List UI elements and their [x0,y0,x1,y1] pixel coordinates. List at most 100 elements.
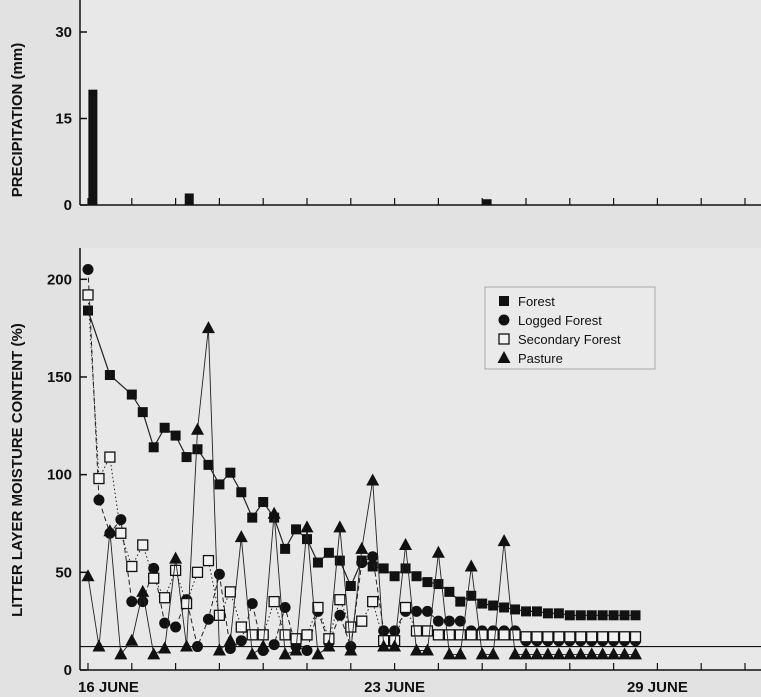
data-point [126,560,138,573]
data-point [356,557,368,569]
data-point [181,452,192,463]
data-point [83,305,93,316]
data-point [268,595,280,608]
precipitation-bar [482,199,492,205]
data-point [213,568,225,580]
data-point [421,625,434,637]
data-point [345,581,356,591]
legend-label: Secondary Forest [518,332,621,347]
data-point [180,639,194,652]
data-point [191,566,204,578]
data-point [202,613,214,625]
data-point [421,605,433,617]
data-point [608,610,619,621]
data-point [203,459,214,470]
data-point [630,610,641,621]
data-point [433,579,444,590]
data-point [432,629,445,641]
data-point [531,606,542,617]
data-point [224,586,237,598]
data-point [223,633,237,646]
data-point [147,647,161,660]
data-point [344,643,358,656]
moisture-x-tick-label: 29 JUNE [627,679,688,696]
data-point [278,647,292,660]
data-point [585,647,599,660]
data-point [486,647,500,660]
data-point [245,647,259,660]
data-point [212,643,226,656]
data-point [508,647,522,660]
data-point [378,563,389,574]
data-point [311,647,325,660]
data-point [355,541,369,554]
data-point [509,629,521,641]
data-point [399,537,413,550]
data-point [553,631,565,643]
data-point [126,596,138,608]
data-point [301,629,313,641]
moisture-y-tick-label: 0 [64,662,72,679]
data-point [115,527,127,539]
data-point [454,629,466,641]
data-point [224,643,236,655]
legend-marker [498,314,510,326]
data-point [170,621,182,633]
data-point [541,647,555,660]
data-point [510,604,521,615]
data-point [586,631,598,643]
legend-label: Forest [518,294,555,309]
data-point [521,606,531,617]
data-point [236,487,247,498]
data-point [92,639,106,652]
data-point [497,534,511,547]
data-point [410,643,423,656]
data-point [563,647,577,660]
data-point [464,559,478,572]
data-point [476,629,488,641]
data-point [619,610,630,621]
data-point [465,629,477,641]
series-forest [83,305,641,621]
data-point [519,647,533,660]
data-point [334,555,345,566]
data-point [201,321,215,334]
data-point [542,608,553,619]
data-point [499,602,510,613]
precipitation-bar [88,89,98,205]
legend-box [484,286,656,370]
moisture-panel: LITTER LAYER MOISTURE CONTENT (%) 0 50 100… [9,248,761,696]
data-point [115,514,127,526]
data-point [455,596,466,607]
data-point [214,479,225,490]
data-point [432,615,444,627]
data-point [136,584,150,597]
data-point [312,557,323,568]
precip-y-tick-label: 30 [55,24,72,41]
data-point [246,598,258,610]
data-point [191,422,204,435]
data-point [246,629,258,641]
data-point [389,625,401,637]
data-point [400,563,411,574]
data-point [520,631,532,643]
legend-label: Pasture [518,351,563,366]
data-point [291,524,302,535]
data-point [312,601,324,614]
data-point [356,615,368,627]
data-point [487,629,499,641]
legend-marker [497,351,511,363]
data-point [333,520,347,533]
data-point [431,545,445,558]
data-point [202,554,215,567]
precip-y-tick-label: 15 [55,111,72,128]
data-point [81,569,95,582]
data-point [104,451,116,463]
data-point [618,647,632,660]
data-point [258,497,269,507]
data-point [235,621,247,633]
data-point [302,534,312,545]
data-point [289,643,303,656]
data-point [367,551,379,563]
data-point [552,647,566,660]
